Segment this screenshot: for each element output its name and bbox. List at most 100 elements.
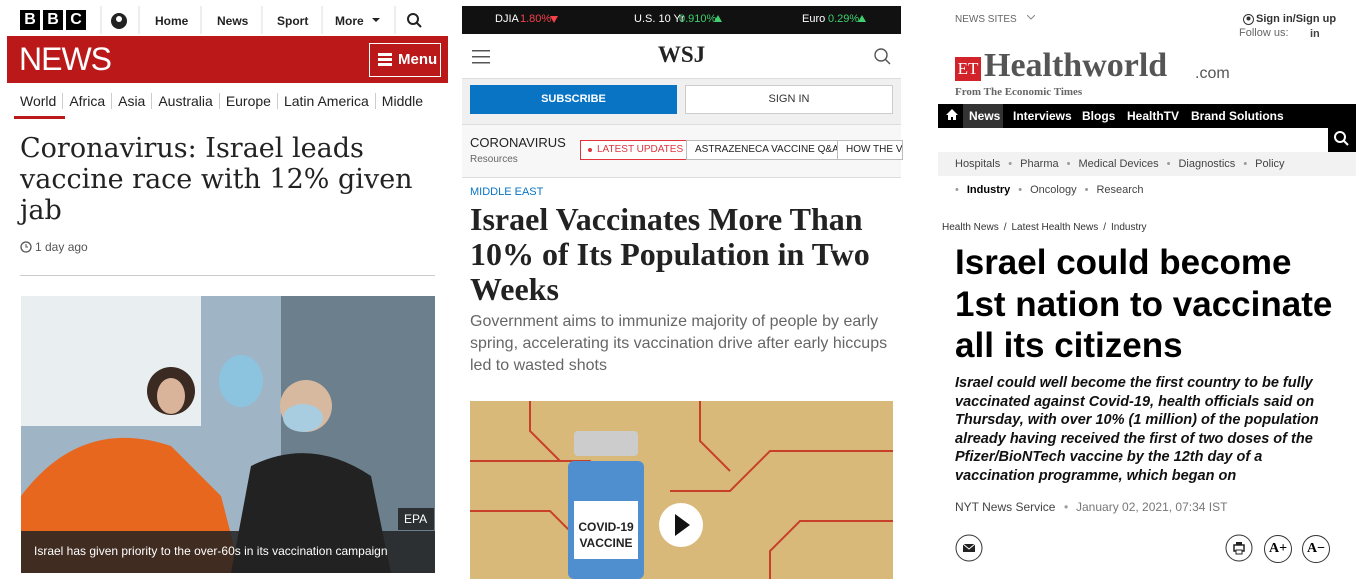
section-link[interactable]: Latin America — [278, 93, 376, 109]
et-nav-link[interactable]: Blogs — [1082, 109, 1116, 123]
home-icon[interactable] — [946, 109, 958, 121]
menu-icon — [378, 53, 392, 66]
caret — [1027, 15, 1035, 20]
wsj-logo[interactable]: WSJ — [657, 42, 706, 67]
section-nav: World Africa Asia Australia Europe Latin… — [20, 93, 429, 109]
byline-dot: • — [1064, 500, 1069, 514]
bullet: • — [1166, 158, 1171, 170]
et-badge[interactable]: ET — [955, 57, 981, 81]
crumb-sep: / — [1103, 222, 1106, 233]
breadcrumb: Health News / Latest Health News / Industr… — [942, 222, 1147, 233]
search-icon[interactable] — [874, 48, 892, 66]
et-nav-link[interactable]: Interviews — [1013, 109, 1072, 123]
subnav-link[interactable]: Industry — [966, 184, 1011, 196]
linkedin-icon[interactable]: in — [1310, 28, 1320, 38]
et-panel: NEWS SITES Sign in/Sign up Follow us: in… — [938, 0, 1356, 587]
video-label: COVID-19 VACCINE — [578, 520, 634, 550]
ticker-change: 1.80% — [520, 13, 552, 25]
et-subnav-bar — [938, 152, 1356, 176]
image-credit: EPA — [404, 512, 428, 526]
et-summary: Israel could well become the first count… — [955, 375, 1319, 484]
down-arrow — [550, 16, 558, 23]
bullet: • — [1084, 184, 1089, 196]
crumb[interactable]: Health News — [942, 222, 999, 233]
et-nav-link[interactable]: HealthTV — [1127, 109, 1180, 123]
font-up-button[interactable]: A+ — [1264, 535, 1292, 563]
image-caption: Israel has given priority to the over-60… — [34, 544, 388, 558]
section-link[interactable]: Asia — [112, 93, 153, 109]
et-headline: Israel could become 1st nation to vaccin… — [955, 243, 1333, 365]
section-link[interactable]: Africa — [63, 93, 113, 109]
subnav-link[interactable]: Research — [1096, 184, 1144, 196]
bbc-panel: B B C Home News Sport More NEWS Menu Wor… — [0, 0, 448, 587]
logo-letter: B — [43, 10, 63, 30]
tab-label: LATEST UPDATES — [597, 144, 684, 155]
wsj-headline: Israel Vaccinates More Than 10% of Its P… — [470, 201, 870, 307]
nav-link[interactable]: Sport — [277, 14, 309, 28]
bbc-logo[interactable]: B B C — [20, 10, 86, 30]
menu-button[interactable]: Menu — [369, 43, 441, 77]
subnav-link[interactable]: Hospitals — [955, 158, 1001, 170]
print-button[interactable] — [1225, 534, 1255, 564]
clock-icon — [20, 241, 32, 253]
et-tagline: From The Economic Times — [955, 86, 1083, 98]
crumb[interactable]: Industry — [1110, 222, 1147, 233]
et-logo-domain: .com — [1195, 65, 1230, 82]
topic-title[interactable]: CORONAVIRUS — [470, 135, 566, 150]
topic-sub: Resources — [470, 154, 518, 165]
section-link[interactable]: Australia — [152, 93, 220, 109]
active-underline — [14, 116, 65, 119]
search-icon — [1334, 131, 1349, 146]
subnav-link[interactable]: Pharma — [1020, 158, 1059, 170]
wsj-panel: DJIA 1.80% U.S. 10 Yr 0.910% Euro 0.29% … — [462, 6, 903, 587]
ticker-name[interactable]: DJIA — [495, 13, 519, 25]
nav-link[interactable]: More — [335, 14, 364, 28]
ticker-name[interactable]: Euro — [802, 13, 826, 25]
crumb-sep: / — [1003, 222, 1007, 233]
menu-label: Menu — [398, 51, 438, 68]
hamburger[interactable] — [472, 50, 490, 64]
tab[interactable]: ASTRAZENECA VACCINE Q&A — [686, 140, 848, 160]
sign-in-button[interactable]: SIGN IN — [685, 85, 893, 114]
nav-active — [963, 104, 1003, 128]
svg-text:in: in — [1310, 28, 1320, 38]
user-icon — [1243, 14, 1254, 25]
subnav-link[interactable]: Diagnostics — [1178, 158, 1236, 170]
section-link[interactable]: Europe — [220, 93, 278, 109]
et-nav-link[interactable]: News — [969, 109, 1001, 123]
subnav-link[interactable]: Policy — [1255, 158, 1285, 170]
nav-link[interactable]: Home — [155, 14, 189, 28]
et-logo-name[interactable]: Healthworld — [984, 47, 1168, 84]
video-thumbnail[interactable] — [470, 401, 893, 579]
et-nav-link[interactable]: Brand Solutions — [1191, 109, 1284, 123]
section-link[interactable]: Middle — [381, 93, 424, 109]
bbc-photo — [21, 296, 435, 573]
crumb[interactable]: Latest Health News — [1011, 222, 1099, 233]
timestamp: 1 day ago — [35, 240, 88, 254]
nav-link[interactable]: News — [217, 14, 249, 28]
et-subnav: Hospitals • Pharma • Medical Devices • Diag… — [955, 158, 1285, 170]
font-down-button[interactable]: A− — [1302, 535, 1330, 563]
section-link[interactable]: World — [20, 93, 64, 109]
et-subnav2: • Industry • Oncology • Research — [955, 184, 1144, 196]
subscribe-button[interactable]: SUBSCRIBE — [470, 85, 677, 114]
subnav-link[interactable]: Medical Devices — [1078, 158, 1159, 170]
kicker[interactable]: MIDDLE EAST — [470, 186, 544, 198]
bullet: • — [1066, 158, 1071, 170]
sign-in[interactable]: Sign in/Sign up — [1256, 13, 1337, 25]
up-arrow — [714, 15, 722, 22]
news-sites[interactable]: NEWS SITES — [955, 14, 1017, 25]
et-search-block[interactable] — [1328, 104, 1356, 152]
bbc-brand[interactable]: NEWS — [19, 41, 112, 77]
subnav-link[interactable]: Oncology — [1030, 184, 1077, 196]
tab[interactable]: HOW THE VA — [837, 140, 903, 160]
bullet: • — [1243, 158, 1248, 170]
bbc-nav-lines — [100, 6, 422, 34]
mail-button[interactable] — [955, 534, 985, 564]
et-nav-bar — [938, 104, 1328, 128]
tab[interactable]: LATEST UPDATES — [580, 140, 691, 160]
ticker-name[interactable]: U.S. 10 Yr — [634, 13, 685, 25]
live-dot — [588, 148, 592, 152]
